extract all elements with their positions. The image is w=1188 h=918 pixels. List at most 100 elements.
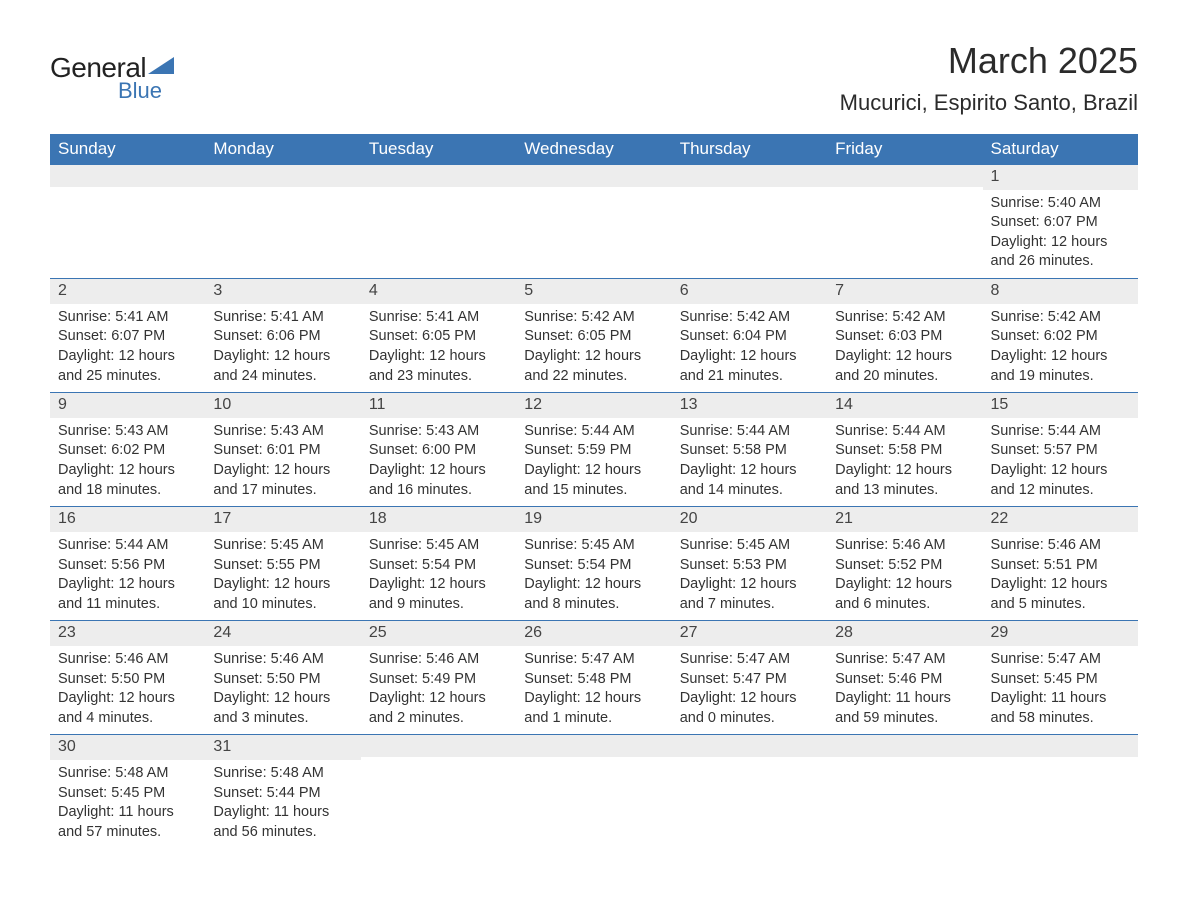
day-number: 20: [672, 507, 827, 532]
calendar-body: 1Sunrise: 5:40 AMSunset: 6:07 PMDaylight…: [50, 165, 1138, 849]
day-details: Sunrise: 5:43 AMSunset: 6:00 PMDaylight:…: [361, 418, 516, 506]
day-details: Sunrise: 5:48 AMSunset: 5:44 PMDaylight:…: [205, 760, 360, 848]
day-number: 1: [983, 165, 1138, 190]
calendar-header-row: SundayMondayTuesdayWednesdayThursdayFrid…: [50, 134, 1138, 165]
day-details: [516, 187, 671, 217]
day-details: [672, 187, 827, 217]
day-number: 4: [361, 279, 516, 304]
sunrise-line: Sunrise: 5:47 AM: [835, 650, 974, 670]
day-details: [827, 187, 982, 217]
logo: General Blue: [50, 52, 174, 104]
daylight-line: Daylight: 12 hours and 1 minute.: [524, 689, 663, 728]
sunrise-line: Sunrise: 5:43 AM: [369, 422, 508, 442]
calendar-day-cell: 17Sunrise: 5:45 AMSunset: 5:55 PMDayligh…: [205, 507, 360, 621]
day-number: [50, 165, 205, 187]
day-number: 27: [672, 621, 827, 646]
weekday-header: Wednesday: [516, 134, 671, 165]
sunset-line: Sunset: 6:05 PM: [369, 327, 508, 347]
day-number: [361, 735, 516, 757]
calendar-day-cell: 26Sunrise: 5:47 AMSunset: 5:48 PMDayligh…: [516, 621, 671, 735]
day-details: Sunrise: 5:44 AMSunset: 5:57 PMDaylight:…: [983, 418, 1138, 506]
sunset-line: Sunset: 5:54 PM: [369, 556, 508, 576]
daylight-line: Daylight: 12 hours and 2 minutes.: [369, 689, 508, 728]
calendar-day-cell: 5Sunrise: 5:42 AMSunset: 6:05 PMDaylight…: [516, 279, 671, 393]
daylight-line: Daylight: 12 hours and 16 minutes.: [369, 461, 508, 500]
day-number: [827, 735, 982, 757]
daylight-line: Daylight: 11 hours and 59 minutes.: [835, 689, 974, 728]
day-number: [361, 165, 516, 187]
day-number: 25: [361, 621, 516, 646]
daylight-line: Daylight: 12 hours and 13 minutes.: [835, 461, 974, 500]
sunset-line: Sunset: 5:49 PM: [369, 670, 508, 690]
sunrise-line: Sunrise: 5:41 AM: [213, 308, 352, 328]
calendar-empty-cell: [827, 165, 982, 279]
sunrise-line: Sunrise: 5:41 AM: [58, 308, 197, 328]
day-details: Sunrise: 5:46 AMSunset: 5:49 PMDaylight:…: [361, 646, 516, 734]
sunset-line: Sunset: 5:55 PM: [213, 556, 352, 576]
calendar-empty-cell: [361, 165, 516, 279]
calendar-table: SundayMondayTuesdayWednesdayThursdayFrid…: [50, 134, 1138, 848]
daylight-line: Daylight: 12 hours and 18 minutes.: [58, 461, 197, 500]
sunset-line: Sunset: 6:07 PM: [58, 327, 197, 347]
sunset-line: Sunset: 5:48 PM: [524, 670, 663, 690]
day-details: [361, 757, 516, 787]
sunrise-line: Sunrise: 5:43 AM: [213, 422, 352, 442]
sunrise-line: Sunrise: 5:45 AM: [680, 536, 819, 556]
calendar-week-row: 2Sunrise: 5:41 AMSunset: 6:07 PMDaylight…: [50, 279, 1138, 393]
daylight-line: Daylight: 12 hours and 10 minutes.: [213, 575, 352, 614]
day-details: Sunrise: 5:42 AMSunset: 6:02 PMDaylight:…: [983, 304, 1138, 392]
calendar-day-cell: 12Sunrise: 5:44 AMSunset: 5:59 PMDayligh…: [516, 393, 671, 507]
day-details: [516, 757, 671, 787]
day-number: 10: [205, 393, 360, 418]
daylight-line: Daylight: 12 hours and 8 minutes.: [524, 575, 663, 614]
day-details: Sunrise: 5:46 AMSunset: 5:50 PMDaylight:…: [205, 646, 360, 734]
sunset-line: Sunset: 5:59 PM: [524, 441, 663, 461]
sunset-line: Sunset: 5:58 PM: [835, 441, 974, 461]
day-details: Sunrise: 5:41 AMSunset: 6:05 PMDaylight:…: [361, 304, 516, 392]
sunset-line: Sunset: 6:01 PM: [213, 441, 352, 461]
day-number: [516, 165, 671, 187]
calendar-day-cell: 19Sunrise: 5:45 AMSunset: 5:54 PMDayligh…: [516, 507, 671, 621]
sunrise-line: Sunrise: 5:44 AM: [991, 422, 1130, 442]
sunrise-line: Sunrise: 5:40 AM: [991, 194, 1130, 214]
day-details: [827, 757, 982, 787]
daylight-line: Daylight: 12 hours and 24 minutes.: [213, 347, 352, 386]
daylight-line: Daylight: 12 hours and 12 minutes.: [991, 461, 1130, 500]
calendar-day-cell: 16Sunrise: 5:44 AMSunset: 5:56 PMDayligh…: [50, 507, 205, 621]
sunrise-line: Sunrise: 5:43 AM: [58, 422, 197, 442]
daylight-line: Daylight: 12 hours and 25 minutes.: [58, 347, 197, 386]
calendar-empty-cell: [672, 165, 827, 279]
day-details: [50, 187, 205, 217]
calendar-day-cell: 7Sunrise: 5:42 AMSunset: 6:03 PMDaylight…: [827, 279, 982, 393]
day-details: Sunrise: 5:47 AMSunset: 5:45 PMDaylight:…: [983, 646, 1138, 734]
sunset-line: Sunset: 5:50 PM: [58, 670, 197, 690]
daylight-line: Daylight: 12 hours and 5 minutes.: [991, 575, 1130, 614]
sunset-line: Sunset: 5:50 PM: [213, 670, 352, 690]
daylight-line: Daylight: 12 hours and 11 minutes.: [58, 575, 197, 614]
day-number: 14: [827, 393, 982, 418]
daylight-line: Daylight: 12 hours and 22 minutes.: [524, 347, 663, 386]
sunrise-line: Sunrise: 5:48 AM: [58, 764, 197, 784]
sunrise-line: Sunrise: 5:47 AM: [991, 650, 1130, 670]
sunset-line: Sunset: 6:03 PM: [835, 327, 974, 347]
calendar-empty-cell: [516, 735, 671, 849]
daylight-line: Daylight: 12 hours and 21 minutes.: [680, 347, 819, 386]
calendar-day-cell: 9Sunrise: 5:43 AMSunset: 6:02 PMDaylight…: [50, 393, 205, 507]
calendar-day-cell: 20Sunrise: 5:45 AMSunset: 5:53 PMDayligh…: [672, 507, 827, 621]
sunrise-line: Sunrise: 5:47 AM: [524, 650, 663, 670]
day-number: 7: [827, 279, 982, 304]
day-details: Sunrise: 5:46 AMSunset: 5:52 PMDaylight:…: [827, 532, 982, 620]
sunrise-line: Sunrise: 5:42 AM: [524, 308, 663, 328]
sunset-line: Sunset: 5:54 PM: [524, 556, 663, 576]
day-number: 5: [516, 279, 671, 304]
day-details: Sunrise: 5:46 AMSunset: 5:51 PMDaylight:…: [983, 532, 1138, 620]
day-number: 9: [50, 393, 205, 418]
calendar-week-row: 16Sunrise: 5:44 AMSunset: 5:56 PMDayligh…: [50, 507, 1138, 621]
day-details: Sunrise: 5:44 AMSunset: 5:58 PMDaylight:…: [827, 418, 982, 506]
location-subtitle: Mucurici, Espirito Santo, Brazil: [840, 90, 1138, 116]
day-details: Sunrise: 5:41 AMSunset: 6:07 PMDaylight:…: [50, 304, 205, 392]
calendar-day-cell: 14Sunrise: 5:44 AMSunset: 5:58 PMDayligh…: [827, 393, 982, 507]
sunrise-line: Sunrise: 5:46 AM: [58, 650, 197, 670]
daylight-line: Daylight: 12 hours and 14 minutes.: [680, 461, 819, 500]
sunrise-line: Sunrise: 5:44 AM: [835, 422, 974, 442]
